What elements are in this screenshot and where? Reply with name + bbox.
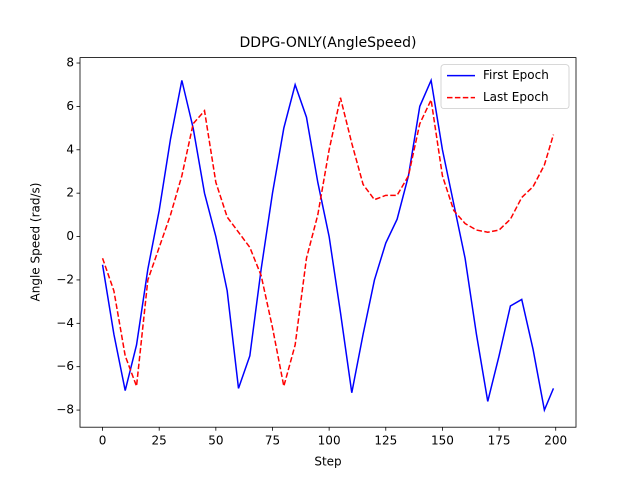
x-tick-label: 200 [544, 434, 567, 448]
y-tick-label: 6 [66, 99, 74, 113]
x-tick-label: 25 [152, 434, 167, 448]
y-tick-label: −6 [56, 359, 74, 373]
y-tick-label: 4 [66, 142, 74, 156]
x-tick-label: 175 [488, 434, 511, 448]
x-tick-label: 75 [265, 434, 280, 448]
y-tick-label: −2 [56, 272, 74, 286]
x-axis-label: Step [314, 455, 341, 469]
legend-label: Last Epoch [483, 90, 549, 104]
y-axis-label: Angle Speed (rad/s) [29, 183, 43, 302]
y-tick-label: 2 [66, 186, 74, 200]
x-tick-label: 50 [208, 434, 223, 448]
x-tick-label: 150 [431, 434, 454, 448]
chart-title: DDPG-ONLY(AngleSpeed) [240, 35, 417, 51]
plot-frame [79, 57, 577, 428]
y-tick-label: 0 [66, 229, 74, 243]
y-tick-label: 8 [66, 56, 74, 70]
x-tick-label: 100 [318, 434, 341, 448]
line-series [101, 77, 555, 413]
x-tick-label: 0 [99, 434, 107, 448]
line-series [101, 97, 555, 387]
y-tick-label: −8 [56, 403, 74, 417]
legend-label: First Epoch [483, 68, 549, 82]
y-tick-label: −4 [56, 316, 74, 330]
x-tick-label: 125 [374, 434, 397, 448]
